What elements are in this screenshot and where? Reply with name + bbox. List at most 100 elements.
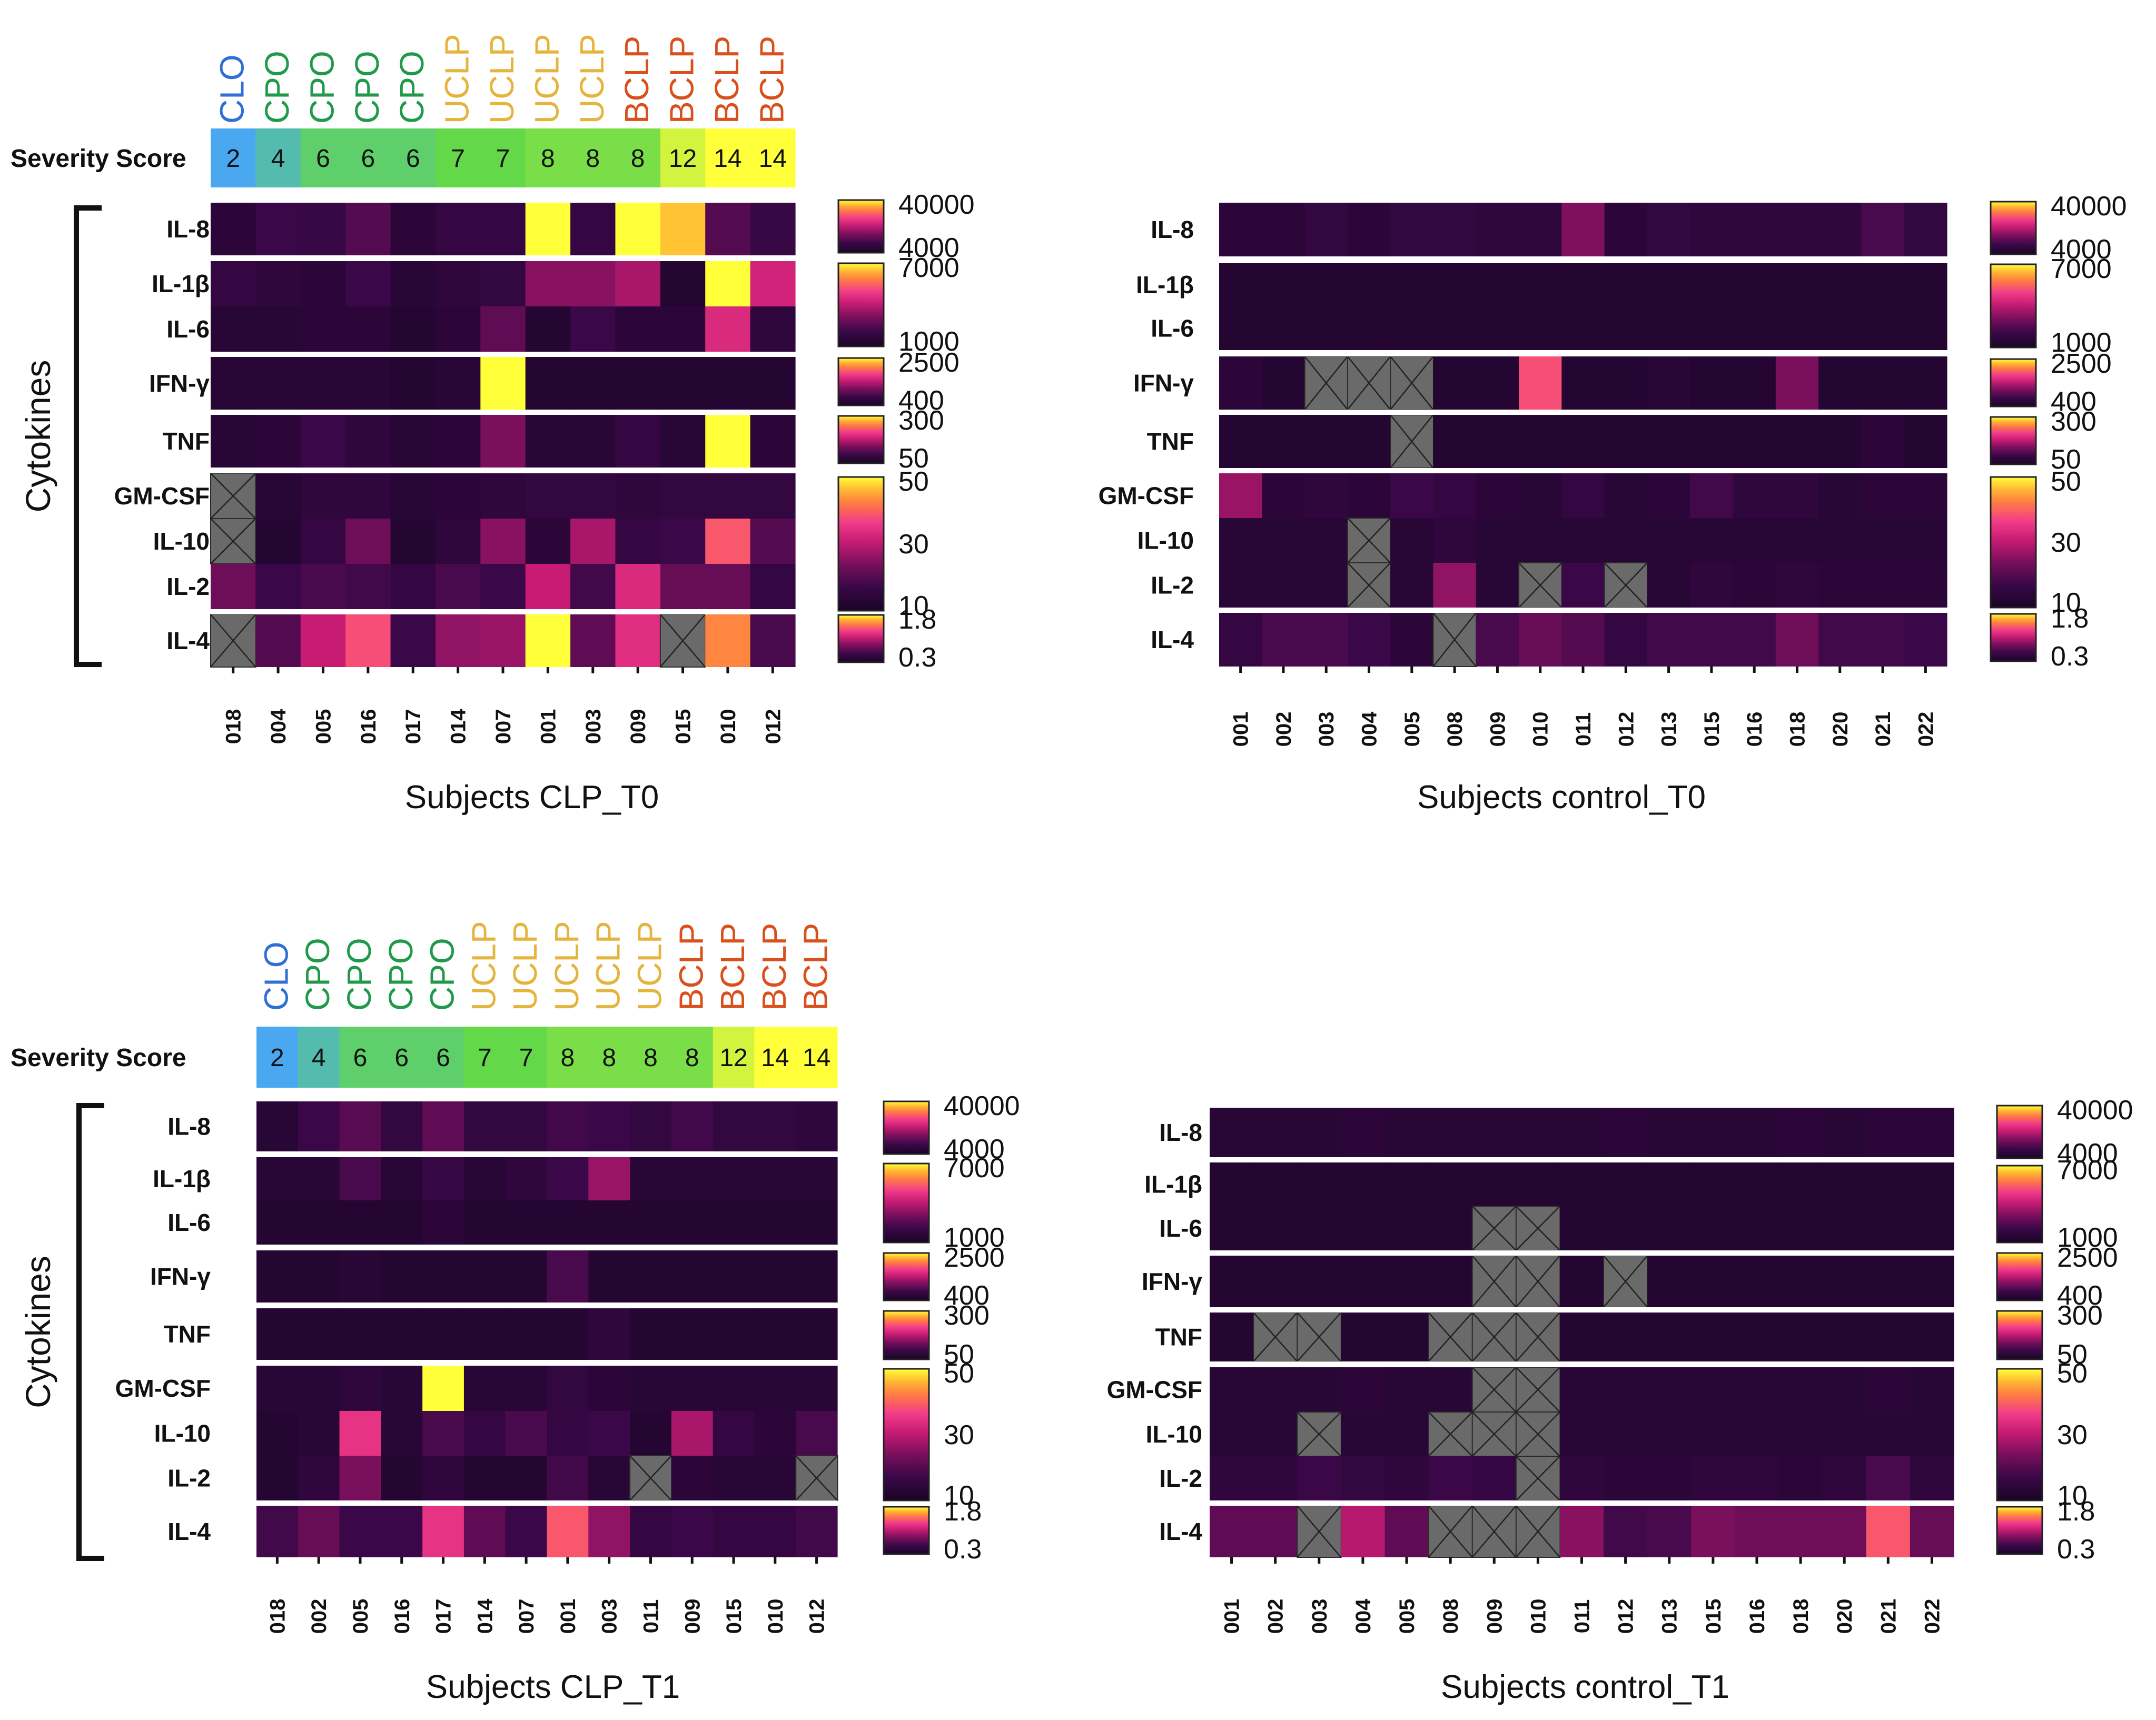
heatmap-cell [1390, 203, 1434, 256]
heatmap-cell [1262, 415, 1306, 468]
heatmap-cell [435, 614, 481, 667]
heatmap-cell [671, 1411, 714, 1456]
column-label: 012 [1615, 712, 1638, 747]
heatmap-cell [211, 203, 256, 255]
heatmap-cell [255, 473, 301, 519]
heatmap-cell [1735, 1367, 1779, 1412]
heatmap-cell [1433, 306, 1477, 350]
column-label: 009 [627, 709, 650, 744]
heatmap-cell [525, 564, 571, 609]
heatmap-cell [480, 261, 526, 306]
heatmap-cell [1822, 1456, 1867, 1500]
legend-min: 400 [944, 1280, 990, 1311]
color-legend-bar [1996, 1368, 2043, 1502]
missing-cross [1347, 562, 1391, 608]
row-label: IL-6 [167, 1209, 211, 1236]
heatmap-cell [1691, 1162, 1736, 1206]
heatmap-cell [671, 1506, 714, 1557]
heatmap-cell [1210, 1256, 1254, 1307]
heatmap-cell [1604, 1506, 1648, 1557]
heatmap-cell [1476, 613, 1519, 667]
heatmap-cell [339, 1157, 381, 1200]
heatmap-cell [1210, 1367, 1254, 1412]
color-legend-bar [1990, 358, 2037, 407]
row-label: IL-4 [1151, 626, 1194, 653]
heatmap-cell [381, 1157, 423, 1200]
heatmap-cell [1647, 415, 1690, 468]
column-label: 013 [1658, 712, 1681, 747]
heatmap-cell [615, 564, 661, 609]
color-legend-bar [1996, 1252, 2043, 1301]
heatmap-cell [1647, 1367, 1692, 1412]
column-label: 003 [582, 709, 605, 744]
heatmap-cell [588, 1101, 630, 1151]
heatmap-cell [630, 1101, 672, 1151]
heatmap-cell [1559, 1367, 1604, 1412]
heatmap-cell [300, 564, 346, 609]
heatmap-cell [660, 564, 706, 609]
heatmap-cell [750, 415, 796, 468]
missing-cross [1390, 356, 1434, 410]
heatmap-cell [345, 357, 391, 410]
heatmap-cell [1476, 203, 1519, 256]
heatmap-cell [1347, 203, 1391, 256]
heatmap-cell [525, 203, 571, 255]
heatmap-cell [255, 415, 301, 468]
heatmap-cell [1866, 1162, 1911, 1206]
heatmap-cell [713, 1250, 755, 1303]
heatmap-cell [588, 1456, 630, 1500]
heatmap-cell [1861, 473, 1905, 518]
group-label: UCLP [438, 34, 476, 124]
heatmap-cell [547, 1411, 589, 1456]
column-label: 015 [1702, 1599, 1725, 1634]
legend-min: 4000 [898, 233, 960, 263]
column-label: 009 [681, 1599, 704, 1634]
row-label: IL-2 [1151, 572, 1194, 599]
heatmap-cell [547, 1157, 589, 1200]
legend-mid: 30 [2057, 1420, 2088, 1450]
column-label: 008 [1443, 712, 1467, 747]
missing-cross [1471, 1312, 1517, 1362]
heatmap-cell [1604, 1206, 1648, 1250]
heatmap-cell [615, 519, 661, 564]
heatmap-cell [1778, 1412, 1823, 1456]
heatmap-cell [480, 614, 526, 667]
heatmap-cell [1690, 613, 1734, 667]
heatmap-cell [713, 1308, 755, 1360]
heatmap-cell [381, 1366, 423, 1411]
column-label: 011 [1572, 712, 1595, 747]
heatmap-cell [1861, 518, 1905, 563]
heatmap-cell [1910, 1206, 1954, 1250]
missing-cross [210, 614, 256, 668]
heatmap-cell [381, 1250, 423, 1303]
heatmap-cell [255, 614, 301, 667]
column-label: 014 [473, 1598, 497, 1634]
heatmap-cell [255, 519, 301, 564]
group-label: CLO [213, 54, 251, 124]
panel-title: Subjects control_T0 [1417, 779, 1706, 816]
severity-cell [345, 128, 391, 187]
heatmap-cell [1433, 356, 1477, 410]
severity-score-value: 14 [759, 145, 787, 173]
heatmap-cell [505, 1411, 548, 1456]
heatmap-cell [1472, 1456, 1517, 1500]
group-label: BCLP [618, 36, 656, 124]
heatmap-cell [671, 1456, 714, 1500]
heatmap-cell [713, 1411, 755, 1456]
heatmap-cell [1219, 473, 1262, 518]
heatmap-cell [1390, 518, 1434, 563]
severity-score-value: 6 [316, 145, 330, 173]
severity-cell [381, 1027, 423, 1088]
row-label: IL-1β [152, 270, 210, 297]
heatmap-cell [1691, 1256, 1736, 1307]
missing-cross [1471, 1505, 1517, 1558]
heatmap-cell [1690, 356, 1734, 410]
heatmap-cell [1690, 306, 1734, 350]
heatmap-cell [256, 1250, 299, 1303]
heatmap-cell [1778, 1456, 1823, 1500]
column-label: 001 [1221, 1599, 1244, 1634]
heatmap-cell [1647, 306, 1690, 350]
severity-cell [754, 1027, 796, 1088]
heatmap-cell [339, 1250, 381, 1303]
column-label: 010 [764, 1599, 787, 1634]
